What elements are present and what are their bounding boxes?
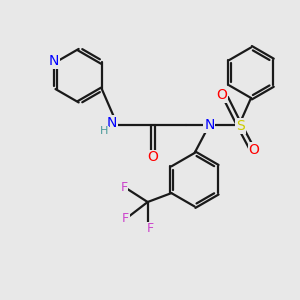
Text: N: N (107, 116, 117, 130)
Text: S: S (236, 119, 245, 133)
Text: F: F (122, 212, 129, 225)
Text: O: O (148, 150, 158, 164)
Text: H: H (100, 126, 108, 136)
Text: N: N (204, 118, 214, 132)
Text: F: F (147, 222, 154, 235)
Text: O: O (216, 88, 227, 102)
Text: F: F (120, 181, 128, 194)
Text: N: N (49, 54, 59, 68)
Text: O: O (249, 143, 260, 157)
